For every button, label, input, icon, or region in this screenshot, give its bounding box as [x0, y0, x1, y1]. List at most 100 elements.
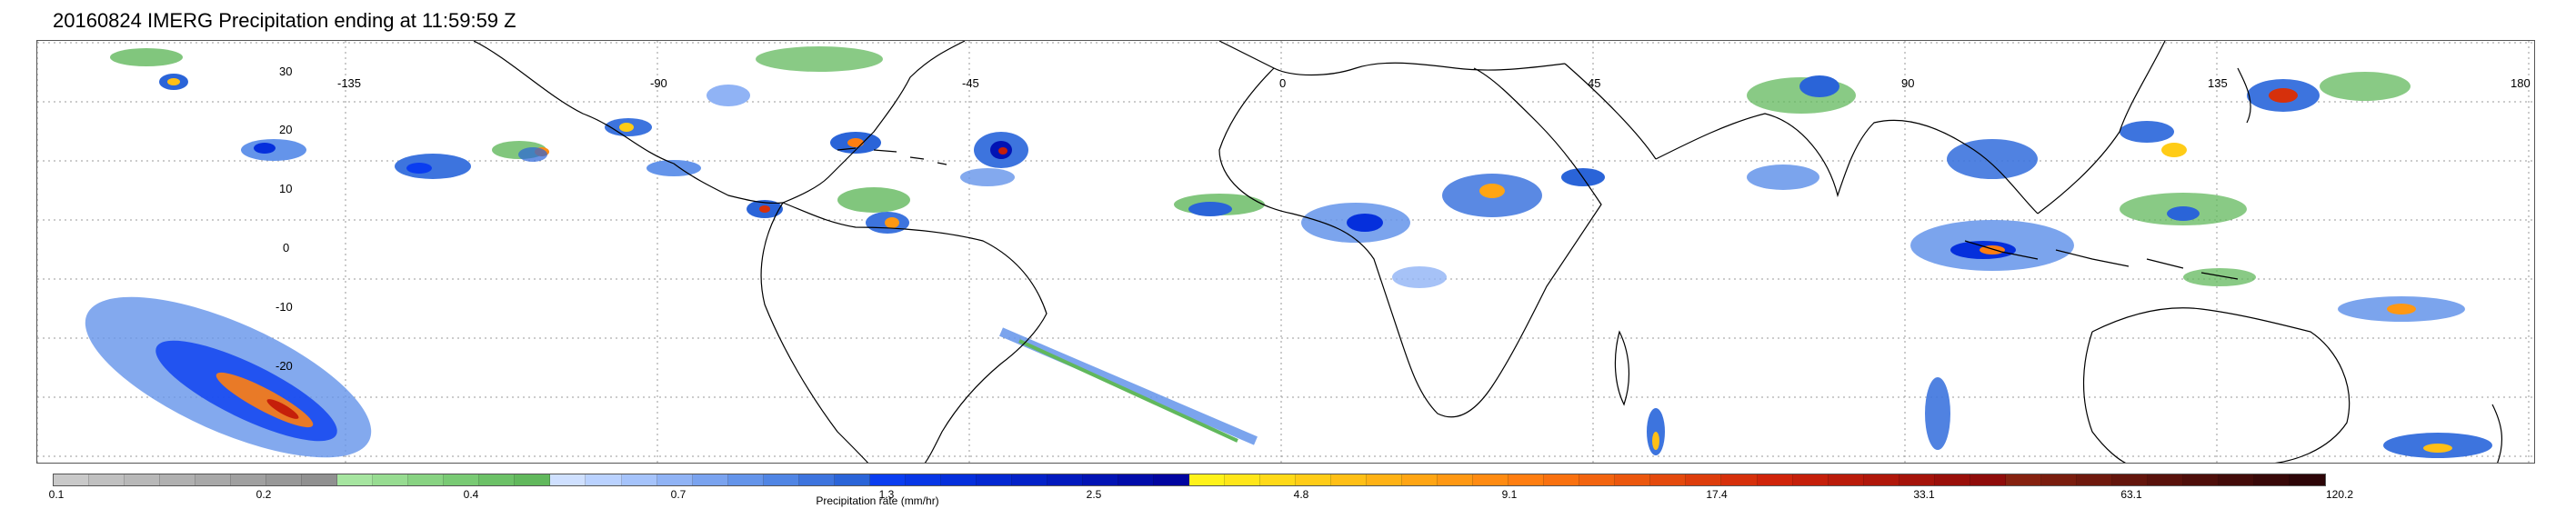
- colorbar-swatch: [621, 474, 657, 485]
- colorbar: [53, 474, 2326, 486]
- colorbar-tick-label: 17.4: [1706, 488, 1728, 501]
- colorbar-swatch: [2289, 474, 2325, 485]
- colorbar-swatch: [2147, 474, 2183, 485]
- coastline-australia: [2082, 307, 2350, 463]
- colorbar-swatch: [1402, 474, 1438, 485]
- rain-cell: [647, 160, 701, 176]
- colorbar-swatch: [1828, 474, 1864, 485]
- colorbar-swatch: [2005, 474, 2041, 485]
- colorbar-swatch: [231, 474, 267, 485]
- colorbar-swatch: [550, 474, 586, 485]
- rain-cell: [1799, 75, 1839, 97]
- colorbar-swatch: [657, 474, 693, 485]
- colorbar-swatch: [1899, 474, 1935, 485]
- coastline-asia-south: [1564, 41, 2166, 215]
- colorbar-swatch: [1579, 474, 1616, 485]
- rain-cell: [2387, 304, 2416, 314]
- colorbar-swatch: [125, 474, 161, 485]
- colorbar-swatch: [692, 474, 728, 485]
- colorbar-swatch: [727, 474, 764, 485]
- colorbar-swatch: [1509, 474, 1545, 485]
- rain-cell: [707, 85, 750, 106]
- colorbar-swatch: [515, 474, 551, 485]
- coastline-europe: [1218, 41, 1566, 76]
- colorbar-swatch: [1331, 474, 1368, 485]
- rain-cell: [998, 147, 1007, 155]
- rain-cell: [837, 187, 910, 213]
- rain-cell: [1347, 214, 1383, 232]
- colorbar-swatch: [1721, 474, 1758, 485]
- colorbar-swatch: [266, 474, 303, 485]
- lon-label: 90: [1901, 76, 1915, 90]
- colorbar-tick-label: 0.1: [48, 488, 65, 501]
- coastline-africa: [1218, 67, 1602, 418]
- colorbar-tick-label: 0.4: [463, 488, 479, 501]
- lon-label: -90: [650, 76, 667, 90]
- lon-label: 45: [1588, 76, 1601, 90]
- rain-cell: [759, 205, 770, 213]
- colorbar-swatch: [1615, 474, 1651, 485]
- lat-label: 30: [279, 65, 293, 78]
- lon-label: -135: [337, 76, 362, 90]
- rain-cell: [619, 123, 634, 132]
- colorbar-tick-label: 1.3: [878, 488, 895, 501]
- rain-cell: [406, 163, 432, 174]
- colorbar-label: Precipitation rate (mm/hr): [816, 494, 939, 507]
- rain-cell: [756, 46, 883, 72]
- rain-cell: [2423, 444, 2452, 453]
- colorbar-swatch: [2218, 474, 2254, 485]
- colorbar-swatch: [798, 474, 835, 485]
- rain-cell: [266, 399, 299, 419]
- colorbar-tick-label: 63.1: [2120, 488, 2142, 501]
- colorbar-swatch: [1686, 474, 1722, 485]
- colorbar-tick-label: 2.5: [1086, 488, 1102, 501]
- colorbar-tick-label: 9.1: [1501, 488, 1518, 501]
- lat-label: -20: [276, 359, 293, 373]
- rain-cell: [2320, 72, 2411, 101]
- colorbar-swatch: [1296, 474, 1332, 485]
- colorbar-swatch: [2253, 474, 2290, 485]
- lon-label: 0: [1279, 76, 1287, 90]
- rain-cell: [885, 217, 899, 228]
- rain-cell: [1188, 202, 1232, 216]
- coastline-madagascar: [1614, 330, 1630, 406]
- colorbar-swatch: [337, 474, 374, 485]
- rain-cell: [1652, 432, 1659, 450]
- rain-cell: [960, 168, 1015, 186]
- colorbar-swatch: [160, 474, 196, 485]
- rain-cell: [167, 78, 180, 85]
- rain-cell: [254, 143, 276, 154]
- gridlines: [37, 41, 2534, 463]
- colorbar-swatch: [1189, 474, 1226, 485]
- colorbar-swatch: [1047, 474, 1083, 485]
- colorbar-swatch: [2111, 474, 2148, 485]
- colorbar-swatch: [1863, 474, 1899, 485]
- colorbar-swatch: [1260, 474, 1297, 485]
- rain-cell: [518, 147, 547, 162]
- colorbar-swatch: [1650, 474, 1687, 485]
- rain-cell: [2183, 268, 2256, 286]
- colorbar-swatch: [89, 474, 125, 485]
- colorbar-swatch: [834, 474, 870, 485]
- colorbar-swatch: [976, 474, 1012, 485]
- lon-label: -45: [962, 76, 979, 90]
- colorbar-swatch: [905, 474, 941, 485]
- rain-cell: [1947, 139, 2038, 179]
- coastline-north-america: [473, 41, 966, 205]
- colorbar-swatch: [479, 474, 516, 485]
- colorbar-swatch: [1225, 474, 1261, 485]
- rain-band: [1018, 339, 1238, 443]
- rain-cell: [1925, 377, 1950, 450]
- colorbar-tick-label: 4.8: [1293, 488, 1309, 501]
- colorbar-swatch: [1367, 474, 1403, 485]
- rain-cell: [395, 154, 471, 179]
- colorbar-swatch: [1544, 474, 1580, 485]
- colorbar-swatch: [195, 474, 232, 485]
- colorbar-tick-label: 0.2: [256, 488, 272, 501]
- precipitation-map: 30 20 10 0 -10 -20 -135 -90 -45 0 45 90 …: [36, 40, 2535, 464]
- colorbar-tick-label: 33.1: [1913, 488, 1935, 501]
- colorbar-swatch: [1011, 474, 1047, 485]
- colorbar-swatch: [869, 474, 906, 485]
- rain-cell: [1747, 165, 1819, 190]
- coastline-new-zealand: [2491, 404, 2502, 463]
